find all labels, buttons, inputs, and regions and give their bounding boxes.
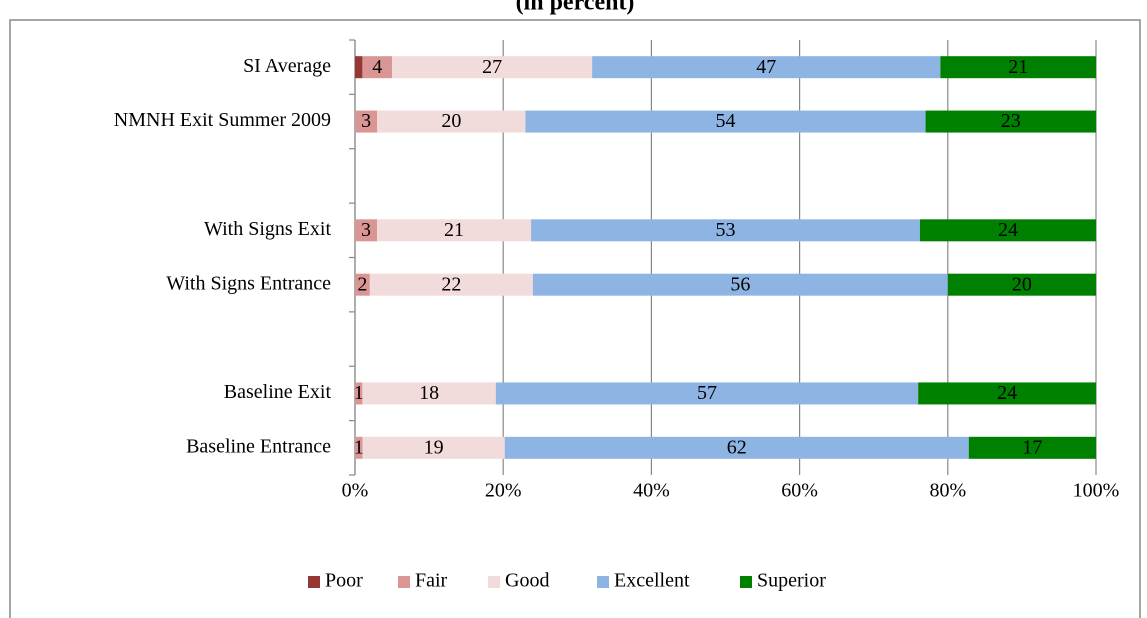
- data-label: 54: [716, 110, 736, 132]
- bar-segment: [355, 219, 378, 242]
- bar-segment: [947, 273, 1096, 296]
- bar-segment: [531, 219, 920, 242]
- data-label: 53: [716, 219, 736, 241]
- x-tick-label: 80%: [929, 480, 966, 502]
- chart-frame: [9, 19, 1141, 618]
- bar-segment: [592, 56, 941, 79]
- bar-segment: [377, 219, 532, 242]
- data-label: 19: [424, 436, 444, 458]
- x-tick-label: 40%: [633, 480, 670, 502]
- legend-swatch: [308, 576, 320, 588]
- data-label: 20: [1012, 273, 1032, 295]
- bar-segment: [525, 110, 926, 133]
- bar-segment: [355, 110, 378, 133]
- x-tick-label: 0%: [342, 480, 369, 502]
- bar-segment: [355, 436, 363, 459]
- data-label: 27: [482, 56, 502, 78]
- data-label: 4: [372, 56, 382, 78]
- legend-swatch: [488, 576, 500, 588]
- bar-segment: [355, 273, 370, 296]
- bar-segment: [925, 110, 1096, 133]
- legend-swatch: [740, 576, 752, 588]
- bar-segment: [392, 56, 593, 79]
- bar-segment: [377, 110, 526, 133]
- bar-segment: [968, 436, 1096, 459]
- data-label: 62: [727, 436, 747, 458]
- data-label: 21: [1008, 56, 1028, 78]
- y-tick-label: Baseline Entrance: [186, 435, 331, 457]
- data-label: 22: [441, 273, 461, 295]
- bar-segment: [355, 382, 363, 405]
- data-label: 17: [1022, 436, 1042, 458]
- bar-segment: [504, 436, 969, 459]
- data-label: 24: [997, 382, 1017, 404]
- x-tick-label: 60%: [781, 480, 818, 502]
- legend-label: Excellent: [614, 570, 690, 592]
- data-label: 1: [354, 382, 364, 404]
- data-label: 3: [361, 219, 371, 241]
- legend-label: Superior: [757, 570, 826, 592]
- bar-segment: [355, 56, 363, 79]
- chart-title: (in percent): [516, 0, 635, 16]
- data-label: 47: [756, 56, 776, 78]
- legend-swatch: [398, 576, 410, 588]
- data-label: 18: [419, 382, 439, 404]
- bar-segment: [362, 382, 496, 405]
- legend-label: Fair: [415, 570, 448, 592]
- bar-segment: [495, 382, 919, 405]
- bar-segment: [940, 56, 1096, 79]
- data-label: 20: [441, 110, 461, 132]
- y-tick-label: With Signs Entrance: [166, 272, 331, 294]
- legend-label: Good: [505, 570, 549, 592]
- y-tick-label: Baseline Exit: [224, 381, 332, 403]
- data-label: 23: [1001, 110, 1021, 132]
- legend-label: Poor: [325, 570, 363, 592]
- legend-swatch: [597, 576, 609, 588]
- bar-segment: [532, 273, 948, 296]
- bar-segment: [362, 56, 393, 79]
- data-label: 57: [697, 382, 717, 404]
- y-tick-label: SI Average: [243, 55, 331, 77]
- y-tick-label: With Signs Exit: [204, 218, 331, 240]
- bar-segment: [362, 436, 505, 459]
- data-label: 56: [730, 273, 750, 295]
- data-label: 21: [444, 219, 464, 241]
- x-tick-label: 100%: [1073, 480, 1120, 502]
- y-tick-label: NMNH Exit Summer 2009: [114, 109, 331, 131]
- bar-segment: [369, 273, 533, 296]
- data-label: 1: [354, 436, 364, 458]
- bar-segment: [919, 219, 1096, 242]
- data-label: 24: [998, 219, 1018, 241]
- data-label: 3: [361, 110, 371, 132]
- bar-segment: [918, 382, 1096, 405]
- x-tick-label: 20%: [485, 480, 522, 502]
- data-label: 2: [357, 273, 367, 295]
